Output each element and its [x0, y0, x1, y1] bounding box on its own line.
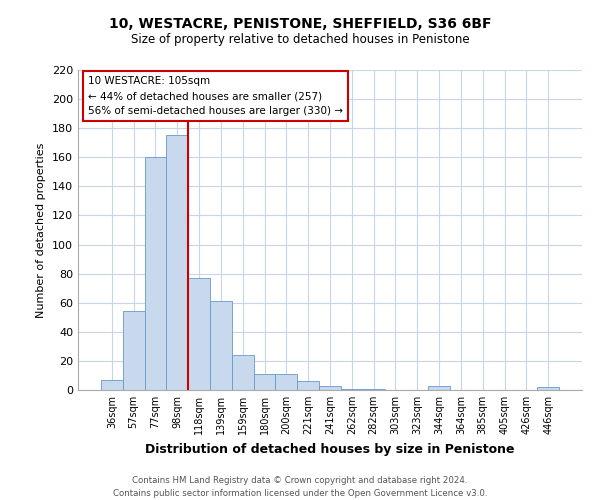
Bar: [210, 302, 232, 390]
Text: 10, WESTACRE, PENISTONE, SHEFFIELD, S36 6BF: 10, WESTACRE, PENISTONE, SHEFFIELD, S36 …: [109, 18, 491, 32]
Bar: [188, 278, 210, 390]
Bar: [275, 374, 297, 390]
Y-axis label: Number of detached properties: Number of detached properties: [37, 142, 46, 318]
Text: Contains HM Land Registry data © Crown copyright and database right 2024.
Contai: Contains HM Land Registry data © Crown c…: [113, 476, 487, 498]
Bar: [363, 388, 385, 390]
X-axis label: Distribution of detached houses by size in Penistone: Distribution of detached houses by size …: [145, 442, 515, 456]
Bar: [232, 355, 254, 390]
Bar: [166, 136, 188, 390]
Bar: [297, 382, 319, 390]
Text: 10 WESTACRE: 105sqm
← 44% of detached houses are smaller (257)
56% of semi-detac: 10 WESTACRE: 105sqm ← 44% of detached ho…: [88, 76, 343, 116]
Bar: [101, 380, 123, 390]
Bar: [145, 158, 166, 390]
Bar: [319, 386, 341, 390]
Bar: [341, 388, 363, 390]
Bar: [254, 374, 275, 390]
Text: Size of property relative to detached houses in Penistone: Size of property relative to detached ho…: [131, 32, 469, 46]
Bar: [537, 387, 559, 390]
Bar: [123, 312, 145, 390]
Bar: [428, 386, 450, 390]
